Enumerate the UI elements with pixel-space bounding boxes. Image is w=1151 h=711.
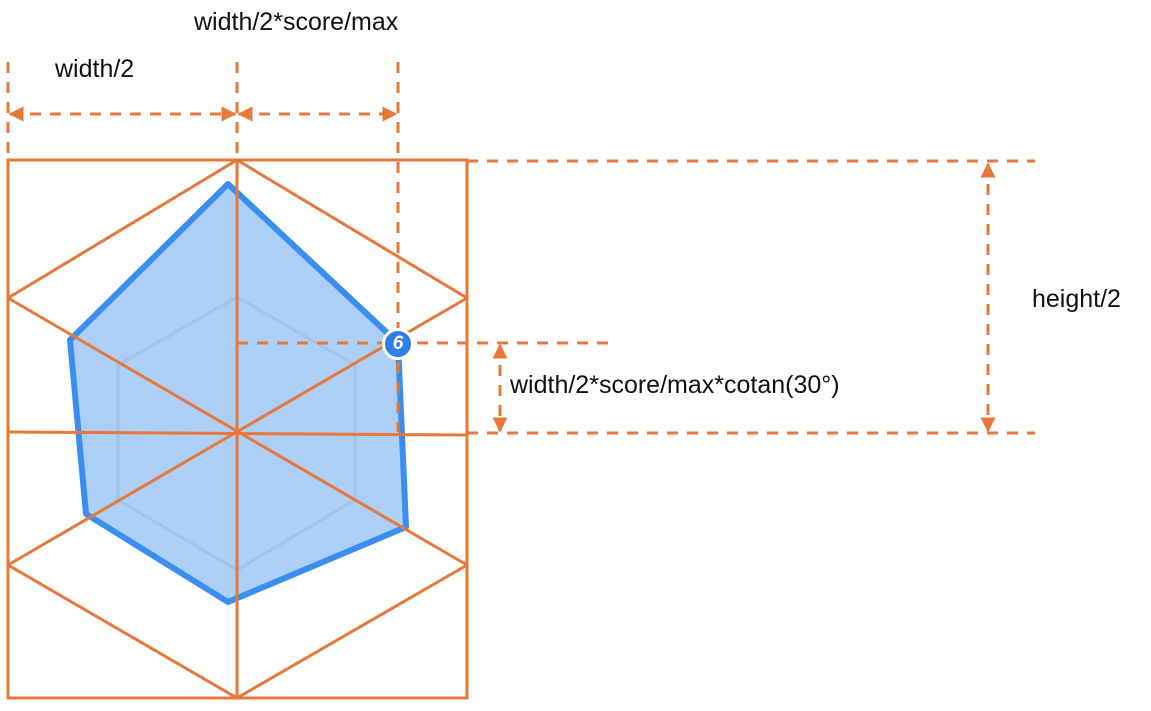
label-half-height: height/2 (1032, 285, 1121, 313)
horizontal-axis (7, 430, 468, 437)
label-score-width: width/2*score/max (194, 8, 399, 36)
numbered-badge-icon: 6 (382, 328, 414, 360)
label-half-width: width/2 (55, 55, 135, 83)
label-cotan-offset: width/2*score/max*cotan(30°) (510, 371, 840, 399)
